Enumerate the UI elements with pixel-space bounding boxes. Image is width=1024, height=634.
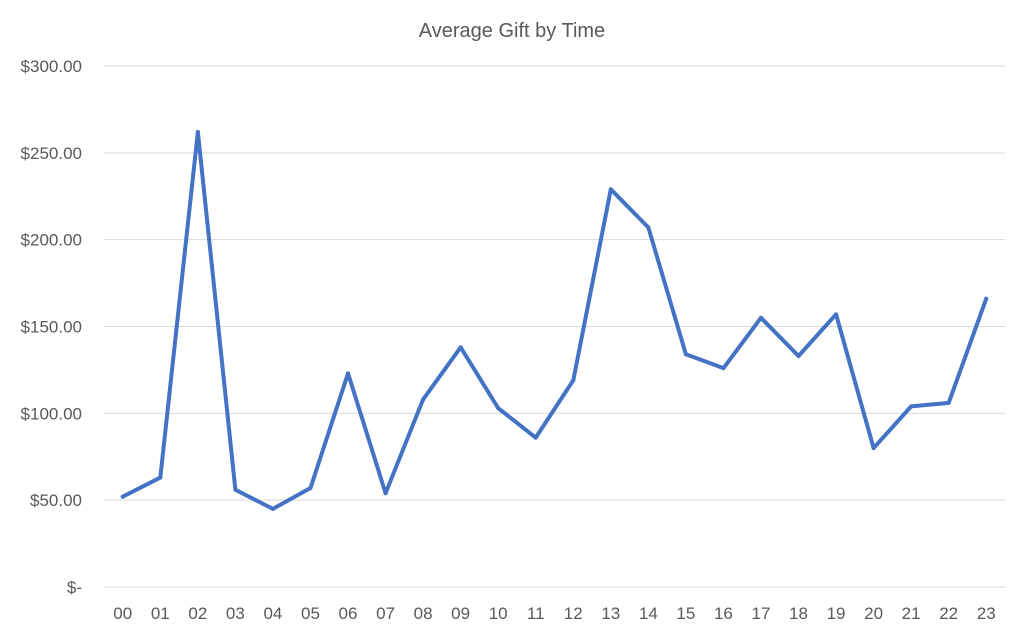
x-tick-label: 07	[376, 604, 395, 623]
x-tick-label: 00	[113, 604, 132, 623]
y-axis-tick-labels: $- $50.00 $100.00 $150.00 $200.00 $250.00 $300…	[21, 57, 82, 597]
y-tick-label: $100.00	[21, 404, 82, 423]
data-point	[946, 400, 951, 405]
series-line	[120, 129, 989, 511]
gridlines	[104, 65, 1005, 588]
x-tick-label: 16	[714, 604, 733, 623]
data-point	[383, 491, 388, 496]
data-point	[646, 225, 651, 230]
x-tick-label: 22	[939, 604, 958, 623]
x-tick-label: 19	[827, 604, 846, 623]
x-tick-label: 05	[301, 604, 320, 623]
data-point	[346, 371, 351, 376]
data-point	[158, 475, 163, 480]
x-tick-label: 04	[263, 604, 282, 623]
data-point	[984, 296, 989, 301]
x-tick-label: 17	[752, 604, 771, 623]
x-tick-label: 09	[451, 604, 470, 623]
data-point	[909, 404, 914, 409]
x-tick-label: 13	[601, 604, 620, 623]
data-point	[496, 406, 501, 411]
data-point	[120, 494, 125, 499]
x-axis-tick-labels: 00 01 02 03 04 05 06 07 08 09 10 11 12 13 14 15 16 17 18 19…	[113, 604, 995, 623]
y-tick-label: $150.00	[21, 318, 82, 337]
x-tick-label: 08	[414, 604, 433, 623]
data-point	[871, 446, 876, 451]
data-point	[421, 397, 426, 402]
y-tick-label: $200.00	[21, 231, 82, 250]
x-tick-label: 18	[789, 604, 808, 623]
x-tick-label: 21	[902, 604, 921, 623]
x-tick-label: 03	[226, 604, 245, 623]
data-point	[608, 187, 613, 192]
y-tick-label: $-	[67, 578, 82, 597]
data-point	[571, 378, 576, 383]
data-point	[233, 487, 238, 492]
x-tick-label: 23	[977, 604, 996, 623]
data-point	[195, 129, 200, 134]
series-layer	[120, 129, 989, 511]
x-tick-label: 12	[564, 604, 583, 623]
x-tick-label: 02	[188, 604, 207, 623]
x-tick-label: 01	[151, 604, 170, 623]
y-tick-label: $50.00	[30, 491, 82, 510]
x-tick-label: 20	[864, 604, 883, 623]
data-point	[683, 352, 688, 357]
data-point	[796, 354, 801, 359]
x-tick-label: 14	[639, 604, 658, 623]
y-tick-label: $250.00	[21, 144, 82, 163]
x-tick-label: 10	[489, 604, 508, 623]
data-point	[834, 312, 839, 317]
data-point	[308, 486, 313, 491]
x-tick-label: 06	[339, 604, 358, 623]
data-point	[533, 435, 538, 440]
chart-title: Average Gift by Time	[419, 20, 605, 42]
data-point	[758, 315, 763, 320]
data-point	[458, 345, 463, 350]
data-point	[721, 366, 726, 371]
y-tick-label: $300.00	[21, 57, 82, 76]
x-tick-label: 15	[676, 604, 695, 623]
data-point	[270, 506, 275, 511]
x-tick-label: 11	[527, 604, 545, 623]
